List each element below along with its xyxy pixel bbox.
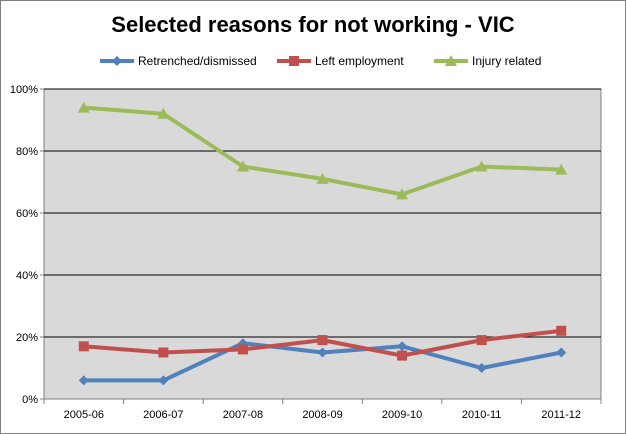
data-point-square <box>556 325 567 336</box>
data-point-diamond <box>476 363 487 373</box>
data-point-square <box>289 56 299 66</box>
data-point-diamond <box>397 341 408 352</box>
data-point-square <box>237 344 248 355</box>
x-tick-label: 2006-07 <box>143 409 183 421</box>
data-point-triangle <box>77 101 90 113</box>
data-point-diamond <box>158 375 169 386</box>
data-point-diamond <box>112 56 122 66</box>
x-tick-label: 2007-08 <box>223 409 263 421</box>
y-tick-label: 100% <box>10 84 38 96</box>
y-tick-label: 60% <box>16 208 38 220</box>
data-point-square <box>317 335 328 346</box>
data-point-triangle <box>316 172 329 184</box>
legend-label: Left employment <box>315 54 404 68</box>
x-tick-label: 2005-06 <box>64 409 104 421</box>
y-tick-label: 0% <box>22 394 38 406</box>
legend-label: Injury related <box>472 54 541 68</box>
data-point-triangle <box>555 163 568 175</box>
data-point-square <box>158 347 169 358</box>
chart-title: Selected reasons for not working - VIC <box>111 12 515 37</box>
data-point-square <box>78 341 89 352</box>
y-tick-label: 80% <box>16 146 38 158</box>
data-point-triangle <box>236 160 249 172</box>
data-point-diamond <box>78 375 89 386</box>
x-tick-label: 2008-09 <box>302 409 342 421</box>
data-point-triangle <box>157 107 170 119</box>
x-tick-label: 2011-12 <box>541 409 581 421</box>
data-point-triangle <box>475 160 488 172</box>
x-tick-label: 2009-10 <box>382 409 422 421</box>
x-tick-label: 2010-11 <box>462 409 502 421</box>
data-point-triangle <box>445 55 457 66</box>
data-point-square <box>476 335 487 346</box>
y-tick-label: 20% <box>16 332 38 344</box>
data-point-square <box>397 350 408 361</box>
data-point-diamond <box>317 347 328 358</box>
data-point-diamond <box>556 347 567 358</box>
y-tick-label: 40% <box>16 270 38 282</box>
data-point-triangle <box>396 188 409 200</box>
legend-label: Retrenched/dismissed <box>138 54 257 68</box>
